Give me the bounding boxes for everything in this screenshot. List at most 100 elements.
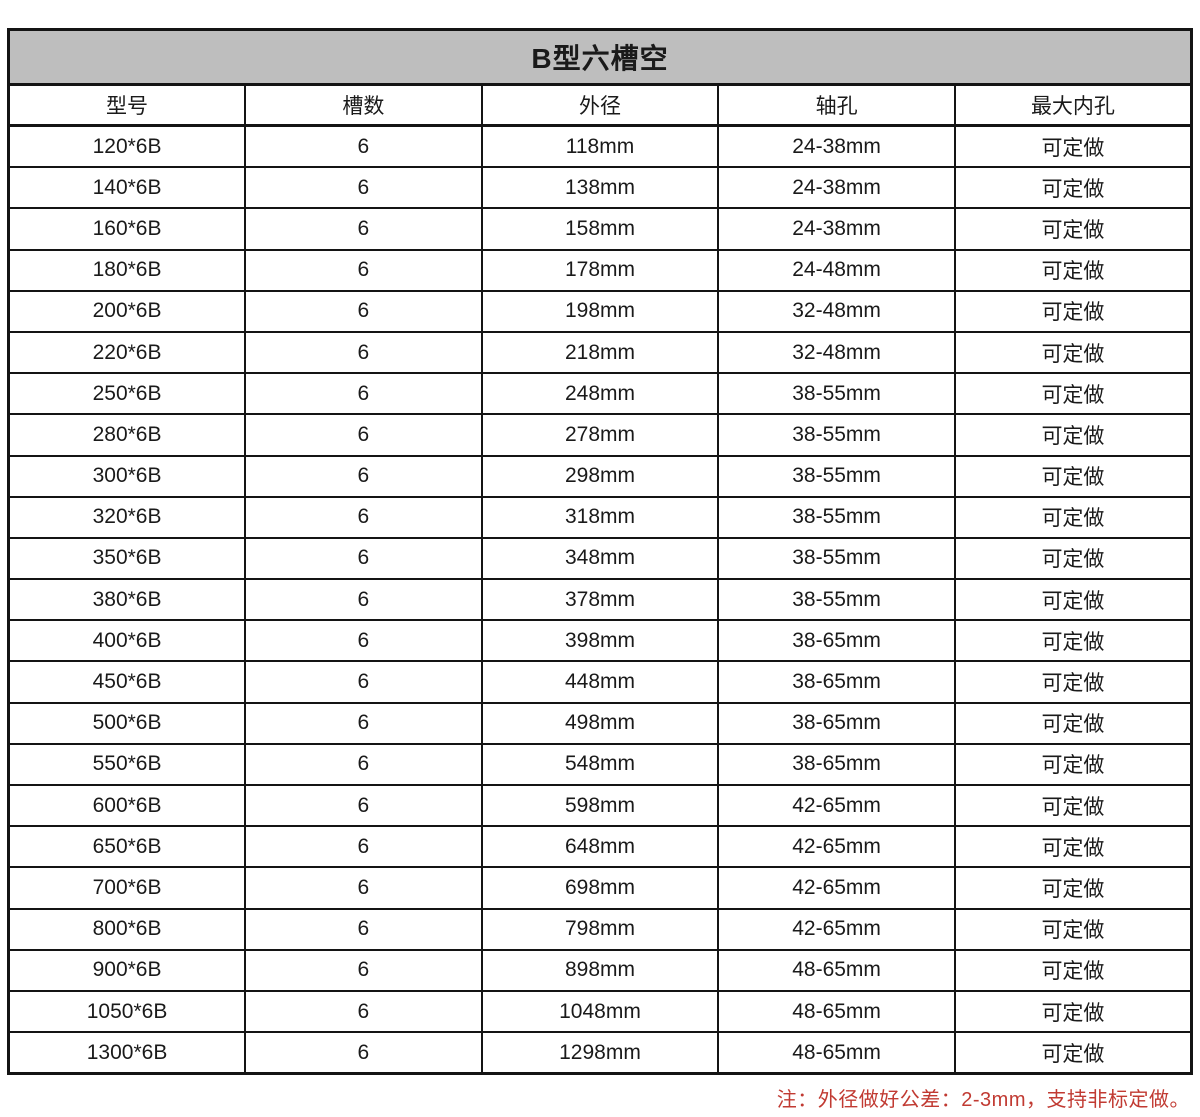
table-cell: 可定做 (953, 701, 1193, 745)
table-row: 300*6B 6 298mm 38-55mm 可定做 (7, 454, 1193, 498)
table-cell: 可定做 (953, 907, 1193, 951)
table-cell: 38-55mm (717, 578, 956, 622)
table-cell: 120*6B (7, 124, 247, 169)
table-row: 140*6B 6 138mm 24-38mm 可定做 (7, 166, 1193, 210)
table-cell: 可定做 (953, 783, 1193, 828)
table-cell: 598mm (480, 783, 720, 828)
table-cell: 798mm (480, 907, 720, 951)
table-cell: 180*6B (7, 248, 247, 292)
table-cell: 648mm (480, 825, 720, 869)
table-cell: 320*6B (7, 495, 247, 539)
table-cell: 42-65mm (717, 866, 956, 910)
table-cell: 6 (244, 907, 483, 951)
table-cell: 6 (244, 783, 483, 828)
table-cell: 可定做 (953, 578, 1193, 622)
table-cell: 1300*6B (7, 1031, 247, 1075)
table-cell: 48-65mm (717, 1031, 956, 1075)
table-cell: 6 (244, 289, 483, 333)
table-cell: 可定做 (953, 248, 1193, 292)
table-cell: 698mm (480, 866, 720, 910)
table-row: 600*6B 6 598mm 42-65mm 可定做 (7, 783, 1193, 828)
table-cell: 6 (244, 948, 483, 992)
table-row: 200*6B 6 198mm 32-48mm 可定做 (7, 289, 1193, 333)
table-cell: 24-38mm (717, 166, 956, 210)
table-cell: 548mm (480, 742, 720, 787)
table-cell: 42-65mm (717, 825, 956, 869)
table-cell: 6 (244, 742, 483, 787)
table-cell: 198mm (480, 289, 720, 333)
table-cell: 可定做 (953, 825, 1193, 869)
table-cell: 可定做 (953, 124, 1193, 169)
table-row: 900*6B 6 898mm 48-65mm 可定做 (7, 948, 1193, 992)
table-cell: 498mm (480, 701, 720, 745)
table-row: 650*6B 6 648mm 42-65mm 可定做 (7, 825, 1193, 869)
table-cell: 500*6B (7, 701, 247, 745)
table-cell: 6 (244, 207, 483, 251)
table-cell: 24-38mm (717, 207, 956, 251)
table-cell: 550*6B (7, 742, 247, 787)
table-cell: 38-55mm (717, 495, 956, 539)
table-cell: 280*6B (7, 413, 247, 457)
table-cell: 6 (244, 701, 483, 745)
table-cell: 6 (244, 372, 483, 416)
table-cell: 可定做 (953, 660, 1193, 704)
table-cell: 348mm (480, 536, 720, 581)
table-cell: 38-65mm (717, 742, 956, 787)
table-cell: 6 (244, 660, 483, 704)
table-cell: 118mm (480, 124, 720, 169)
table-cell: 可定做 (953, 742, 1193, 787)
table-cell: 可定做 (953, 166, 1193, 210)
table-cell: 6 (244, 454, 483, 498)
table-cell: 6 (244, 413, 483, 457)
table-cell: 可定做 (953, 536, 1193, 581)
table-header-row: 型号 槽数 外径 轴孔 最大内孔 (7, 83, 1193, 127)
table-title: B型六槽空 (7, 28, 1193, 86)
table-cell: 可定做 (953, 1031, 1193, 1075)
column-header-3: 外径 (480, 83, 720, 127)
table-cell: 可定做 (953, 989, 1193, 1034)
table-cell: 可定做 (953, 372, 1193, 416)
table-cell: 38-65mm (717, 660, 956, 704)
table-cell: 700*6B (7, 866, 247, 910)
table-cell: 6 (244, 578, 483, 622)
table-cell: 218mm (480, 330, 720, 375)
column-header-1: 型号 (7, 83, 247, 127)
table-cell: 38-65mm (717, 619, 956, 663)
table-cell: 可定做 (953, 454, 1193, 498)
table-cell: 158mm (480, 207, 720, 251)
table-cell: 38-55mm (717, 454, 956, 498)
table-cell: 298mm (480, 454, 720, 498)
table-cell: 42-65mm (717, 783, 956, 828)
table-cell: 248mm (480, 372, 720, 416)
table-row: 280*6B 6 278mm 38-55mm 可定做 (7, 413, 1193, 457)
table-cell: 可定做 (953, 948, 1193, 992)
table-row: 250*6B 6 248mm 38-55mm 可定做 (7, 372, 1193, 416)
table-row: 160*6B 6 158mm 24-38mm 可定做 (7, 207, 1193, 251)
table-row: 350*6B 6 348mm 38-55mm 可定做 (7, 536, 1193, 581)
table-cell: 178mm (480, 248, 720, 292)
table-cell: 可定做 (953, 866, 1193, 910)
table-cell: 6 (244, 124, 483, 169)
table-row: 700*6B 6 698mm 42-65mm 可定做 (7, 866, 1193, 910)
spec-table: B型六槽空 型号 槽数 外径 轴孔 最大内孔 120*6B 6 118mm 24-38mm 可定… (7, 28, 1193, 1076)
column-header-2: 槽数 (244, 83, 483, 127)
table-cell: 42-65mm (717, 907, 956, 951)
table-row: 550*6B 6 548mm 38-65mm 可定做 (7, 742, 1193, 787)
table-cell: 24-48mm (717, 248, 956, 292)
table-row: 1050*6B 6 1048mm 48-65mm 可定做 (7, 989, 1193, 1034)
table-cell: 900*6B (7, 948, 247, 992)
table-cell: 38-55mm (717, 536, 956, 581)
table-cell: 可定做 (953, 289, 1193, 333)
table-cell: 可定做 (953, 330, 1193, 375)
table-cell: 650*6B (7, 825, 247, 869)
table-cell: 6 (244, 248, 483, 292)
table-row: 120*6B 6 118mm 24-38mm 可定做 (7, 124, 1193, 169)
table-row: 380*6B 6 378mm 38-55mm 可定做 (7, 578, 1193, 622)
table-cell: 可定做 (953, 413, 1193, 457)
table-cell: 278mm (480, 413, 720, 457)
table-cell: 48-65mm (717, 989, 956, 1034)
table-cell: 350*6B (7, 536, 247, 581)
table-cell: 6 (244, 866, 483, 910)
table-cell: 32-48mm (717, 289, 956, 333)
